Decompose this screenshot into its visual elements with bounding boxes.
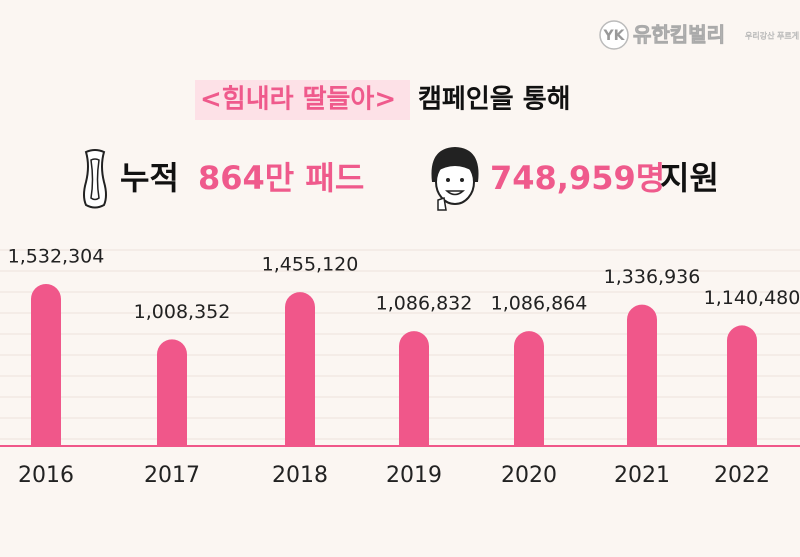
x-tick-label: 2017	[144, 463, 200, 488]
value-label: 1,455,120	[262, 254, 359, 276]
bar	[514, 331, 544, 446]
value-label: 1,532,304	[8, 246, 105, 268]
stat2-value: 748,959명	[490, 159, 665, 197]
logo-text: 유한킴벌리	[633, 23, 725, 47]
value-label: 1,086,864	[491, 293, 588, 315]
x-tick-label: 2021	[614, 463, 670, 488]
x-tick-label: 2019	[386, 463, 442, 488]
x-tick-label: 2018	[272, 463, 328, 488]
bar	[285, 292, 315, 446]
stat2-label: 지원	[660, 159, 719, 197]
stat1-value: 864만 패드	[198, 159, 364, 197]
logo-slogan: 우리강산 푸르게 푸르게	[745, 31, 800, 41]
bar	[627, 304, 657, 446]
x-tick-label: 2016	[18, 463, 74, 488]
bar	[399, 331, 429, 446]
pad-icon-inner	[90, 158, 100, 201]
value-label: 1,086,832	[376, 293, 473, 315]
pad-icon	[83, 149, 107, 209]
title-highlight: <힘내라 딸들아>	[200, 85, 396, 115]
x-tick-label: 2020	[501, 463, 557, 488]
value-label: 1,140,480	[704, 287, 800, 309]
face-icon	[431, 147, 479, 211]
value-label: 1,336,936	[604, 266, 701, 288]
title-highlight-bg	[195, 80, 410, 120]
logo-icon	[599, 20, 629, 50]
logo-icon-mark: YK	[603, 28, 626, 44]
bar	[727, 325, 757, 446]
title: 캠페인을 통해	[418, 85, 571, 115]
bar	[157, 339, 187, 446]
value-label: 1,008,352	[134, 301, 231, 323]
bar	[31, 284, 61, 446]
x-tick-label: 2022	[714, 463, 770, 488]
stat1-label: 누적	[120, 159, 179, 197]
